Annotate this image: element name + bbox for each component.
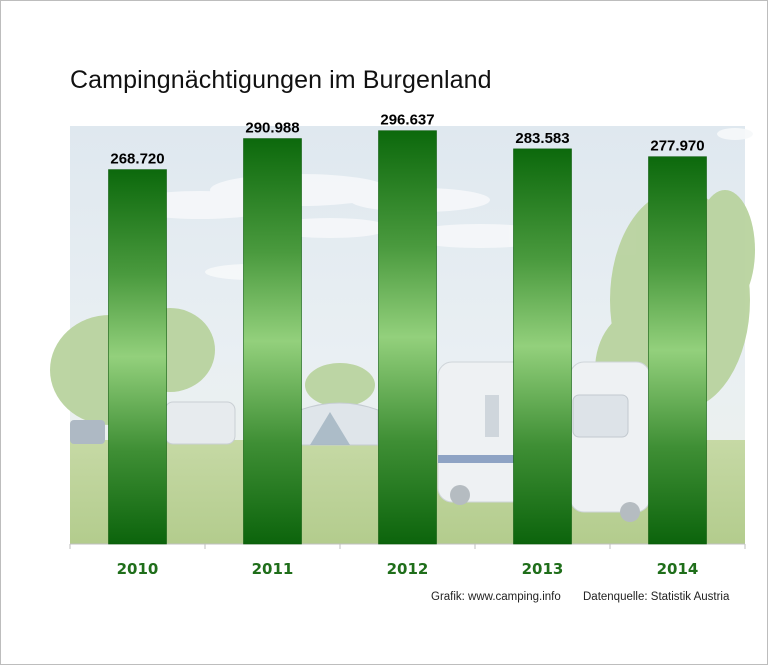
category-label-2014: 2014 xyxy=(657,560,699,578)
value-label-2012: 296.637 xyxy=(380,112,434,129)
category-labels-group: 2010 2011 2012 2013 2014 xyxy=(117,560,699,578)
bar-2011 xyxy=(243,138,302,545)
category-label-2012: 2012 xyxy=(387,560,429,578)
credit-datenquelle: Datenquelle: Statistik Austria xyxy=(583,591,730,603)
bar-2013 xyxy=(513,148,572,545)
bar-2010 xyxy=(108,169,167,545)
value-label-2010: 268.720 xyxy=(110,151,164,168)
value-label-2013: 283.583 xyxy=(515,130,569,147)
chart-title: Campingnächtigungen im Burgenland xyxy=(70,66,492,94)
bar-2014 xyxy=(648,156,707,545)
bars-group xyxy=(108,130,707,545)
value-label-2014: 277.970 xyxy=(650,138,704,155)
credit-grafik: Grafik: www.camping.info xyxy=(431,591,561,603)
bar-2012 xyxy=(378,130,437,545)
value-labels-group: 268.720 290.988 296.637 283.583 277.970 xyxy=(110,112,704,168)
category-label-2013: 2013 xyxy=(522,560,564,578)
x-ticks xyxy=(69,544,746,549)
category-label-2010: 2010 xyxy=(117,560,159,578)
category-label-2011: 2011 xyxy=(252,560,294,578)
value-label-2011: 290.988 xyxy=(245,120,299,137)
